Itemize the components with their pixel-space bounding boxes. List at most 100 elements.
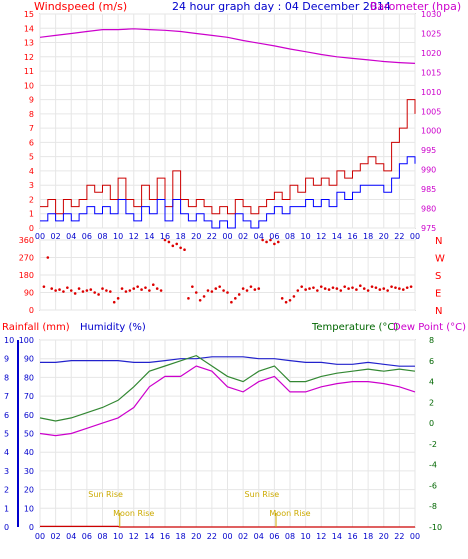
- wind-x-tick-label: 04: [66, 232, 76, 241]
- th-x-tick-label: 20: [379, 532, 389, 541]
- wind-direction-point: [362, 287, 366, 290]
- wind-direction-point: [401, 288, 405, 291]
- wind-direction-point: [101, 287, 104, 290]
- wind-x-tick-label: 04: [254, 232, 264, 241]
- wind-direction-point: [206, 289, 210, 292]
- wind-direction-point: [245, 289, 249, 292]
- wind-direction-point: [112, 300, 116, 304]
- humidity-y-tick-label: 40: [24, 448, 34, 457]
- event-annotation: Sun Rise: [88, 490, 123, 499]
- wind-direction-point: [198, 298, 202, 302]
- wind-y-tick-label: 9: [29, 96, 34, 105]
- wind-direction-point: [405, 286, 409, 289]
- series-temperature: [39, 354, 416, 422]
- wind-direction-point: [46, 256, 50, 259]
- th-x-tick-label: 22: [207, 532, 217, 541]
- wind-direction-point: [116, 297, 120, 300]
- event-annotation: Moon Rise: [269, 509, 310, 518]
- wind-direction-point: [335, 287, 339, 290]
- dir-y-tick-label: 90: [24, 289, 34, 298]
- wind-direction-point: [304, 288, 307, 291]
- barometer-axis-label: Barometer (hpa): [370, 0, 461, 13]
- wind-direction-point: [378, 288, 382, 291]
- rain-y-tick-label: 3: [4, 467, 9, 476]
- th-x-tick-label: 14: [332, 532, 342, 541]
- rain-y-tick-label: 2: [4, 486, 9, 495]
- wind-direction-point: [132, 287, 136, 290]
- baro-y-tick-label: 975: [421, 224, 436, 233]
- wind-direction-point: [175, 242, 179, 246]
- rain-y-tick-label: 9: [4, 355, 9, 364]
- wind-direction-point: [69, 289, 73, 292]
- wind-direction-point: [151, 283, 155, 287]
- temperature-axis-label: Temperature (°C): [311, 322, 398, 333]
- wind-x-tick-label: 18: [363, 232, 373, 241]
- wind-direction-point: [73, 292, 77, 295]
- wind-direction-point: [218, 285, 221, 288]
- wind-direction-point: [347, 287, 350, 290]
- wind-x-tick-label: 14: [332, 232, 342, 241]
- humidity-y-tick-label: 50: [24, 430, 34, 439]
- series-wind-gust: [40, 99, 416, 215]
- wind-direction-point: [288, 298, 292, 302]
- series-dew-point: [39, 365, 416, 437]
- temp-y-tick-label: -2: [429, 440, 437, 449]
- wind-direction-point: [237, 293, 241, 296]
- th-x-tick-label: 10: [301, 532, 311, 541]
- wind-x-tick-label: 12: [129, 232, 139, 241]
- baro-y-tick-label: 1005: [421, 107, 441, 116]
- humidity-y-tick-label: 20: [24, 486, 34, 495]
- th-x-tick-label: 02: [51, 532, 61, 541]
- th-x-tick-label: 08: [285, 532, 295, 541]
- wind-direction-point: [253, 288, 257, 291]
- panel-frames: [17, 13, 416, 528]
- rain-y-tick-label: 10: [4, 336, 14, 345]
- wind-x-tick-label: 00: [35, 232, 45, 241]
- temp-y-tick-label: -4: [429, 461, 437, 470]
- wind-direction-point: [226, 291, 229, 294]
- wind-direction-point: [105, 289, 108, 292]
- wind-y-tick-label: 11: [24, 67, 34, 76]
- humidity-y-tick-label: 90: [24, 355, 34, 364]
- wind-direction-point: [128, 289, 132, 292]
- wind-direction-point: [366, 289, 370, 292]
- wind-direction-point: [58, 288, 61, 291]
- wind-direction-point: [276, 240, 280, 244]
- th-x-tick-label: 22: [394, 532, 404, 541]
- th-x-tick-label: 06: [82, 532, 92, 541]
- wind-direction-point: [265, 240, 268, 244]
- wind-x-tick-label: 16: [347, 232, 357, 241]
- wind-direction-point: [300, 285, 304, 288]
- wind-direction-point: [179, 246, 182, 250]
- wind-y-tick-label: 8: [29, 110, 34, 119]
- wind-x-tick-label: 16: [160, 232, 170, 241]
- humidity-y-tick-label: 80: [24, 373, 34, 382]
- grid-lines: [39, 13, 416, 528]
- wind-direction-point: [319, 285, 323, 288]
- wind-direction-point: [273, 242, 276, 246]
- event-annotation: Moon Rise: [113, 509, 154, 518]
- wind-direction-point: [120, 287, 124, 290]
- wind-direction-point: [155, 287, 159, 290]
- wind-x-tick-label: 20: [379, 232, 389, 241]
- wind-direction-point: [183, 248, 186, 252]
- wind-x-tick-label: 06: [269, 232, 279, 241]
- baro-y-tick-label: 985: [421, 185, 436, 194]
- humidity-y-tick-label: 60: [24, 411, 34, 420]
- baro-y-tick-label: 1015: [421, 68, 441, 77]
- dir-y-tick-label: 360: [19, 236, 34, 245]
- wind-direction-point: [210, 290, 214, 293]
- wind-direction-point: [308, 287, 311, 290]
- wind-direction-point: [191, 285, 194, 288]
- th-x-tick-label: 16: [347, 532, 357, 541]
- temp-y-tick-label: 8: [429, 336, 434, 345]
- wind-y-tick-label: 1: [29, 210, 34, 219]
- humidity-y-tick-label: 30: [24, 467, 34, 476]
- temp-y-tick-label: -8: [429, 502, 437, 511]
- wind-direction-point: [89, 288, 93, 291]
- wind-direction-point: [136, 285, 139, 288]
- wind-direction-point: [370, 285, 374, 288]
- temp-y-tick-label: 4: [429, 378, 434, 387]
- wind-direction-point: [386, 289, 389, 292]
